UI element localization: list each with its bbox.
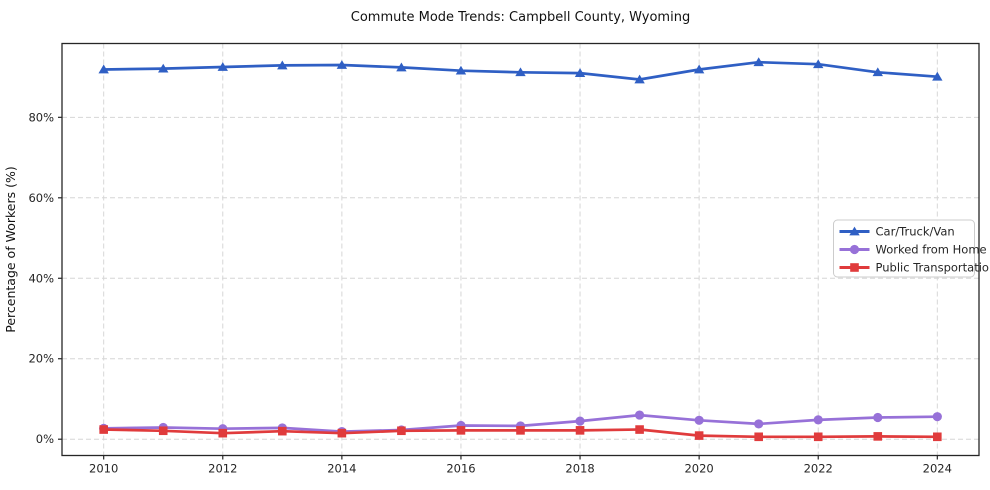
legend-label-public-transportation: Public Transportation — [876, 261, 990, 275]
marker-public-transportation — [933, 432, 942, 442]
marker-worked-from-home — [932, 412, 942, 422]
marker-car-truck-van — [158, 63, 169, 73]
marker-public-transportation — [158, 426, 168, 436]
y-axis-label: Percentage of Workers (%) — [3, 166, 18, 332]
marker-car-truck-van — [753, 57, 764, 67]
marker-car-truck-van — [277, 60, 288, 70]
axes-layer: 2010 2012 2014 2016 2018 2020 2022 2024 0% 20% 40%… — [28, 42, 980, 476]
marker-worked-from-home — [754, 419, 764, 429]
x-tick-label: 2024 — [923, 462, 952, 476]
marker-public-transportation — [575, 426, 585, 435]
legend-label-worked-from-home: Worked from Home — [876, 243, 987, 257]
marker-public-transportation — [694, 431, 704, 440]
y-tick-label: 0% — [36, 432, 54, 446]
marker-car-truck-van — [634, 74, 645, 84]
marker-car-truck-van — [574, 68, 586, 77]
x-tick-label: 2016 — [446, 462, 475, 476]
marker-car-truck-van — [693, 64, 705, 74]
marker-car-truck-van — [396, 62, 407, 72]
marker-car-truck-van — [932, 71, 943, 81]
marker-worked-from-home — [575, 416, 585, 426]
x-tick-label: 2022 — [804, 462, 833, 476]
y-tick-label: 20% — [28, 352, 54, 366]
legend-label-car-truck-van: Car/Truck/Van — [876, 225, 955, 239]
plot-border — [61, 42, 980, 457]
marker-car-truck-van — [455, 65, 467, 75]
marker-worked-from-home — [694, 415, 704, 425]
marker-public-transportation — [635, 425, 644, 434]
legend: Car/Truck/Van Worked from Home Public Tran… — [833, 219, 990, 278]
marker-car-truck-van — [98, 64, 109, 74]
marker-car-truck-van — [813, 59, 824, 69]
marker-public-transportation — [99, 425, 108, 434]
marker-public-transportation — [516, 426, 525, 435]
x-tick-label: 2010 — [89, 462, 118, 476]
legend-box — [833, 219, 975, 278]
y-tick-label: 80% — [28, 110, 54, 124]
x-tick-label: 2020 — [684, 462, 713, 476]
marker-car-truck-van — [515, 67, 526, 77]
legend-item-public-transportation: Public Transportation — [839, 261, 990, 275]
marker-worked-from-home — [873, 412, 883, 423]
marker-worked-from-home — [813, 415, 823, 425]
legend-item-worked-from-home: Worked from Home — [839, 243, 987, 257]
x-tick-label: 2014 — [327, 462, 356, 476]
gridlines-layer — [62, 43, 979, 456]
marker-car-truck-van — [336, 60, 348, 69]
marker-car-truck-van — [217, 62, 228, 71]
marker-public-transportation — [278, 426, 287, 436]
marker-public-transportation — [397, 426, 406, 436]
x-tick-label: 2012 — [208, 462, 237, 476]
legend-marker-public-transportation — [850, 263, 859, 272]
y-tick-label: 60% — [28, 191, 54, 205]
marker-public-transportation — [873, 432, 883, 441]
legend-marker-car-truck-van — [849, 226, 860, 236]
chart-title: Commute Mode Trends: Campbell County, Wy… — [351, 10, 690, 25]
legend-marker-worked-from-home — [849, 244, 860, 255]
marker-public-transportation — [813, 432, 823, 442]
marker-car-truck-van — [872, 67, 883, 77]
y-tick-label: 40% — [28, 271, 54, 285]
legend-item-car-truck-van: Car/Truck/Van — [839, 225, 955, 239]
marker-public-transportation — [456, 426, 466, 435]
marker-public-transportation — [218, 428, 228, 438]
series-layer — [98, 57, 943, 442]
x-tick-label: 2018 — [565, 462, 594, 476]
marker-public-transportation — [754, 432, 763, 442]
marker-public-transportation — [337, 428, 347, 438]
marker-worked-from-home — [634, 410, 645, 420]
